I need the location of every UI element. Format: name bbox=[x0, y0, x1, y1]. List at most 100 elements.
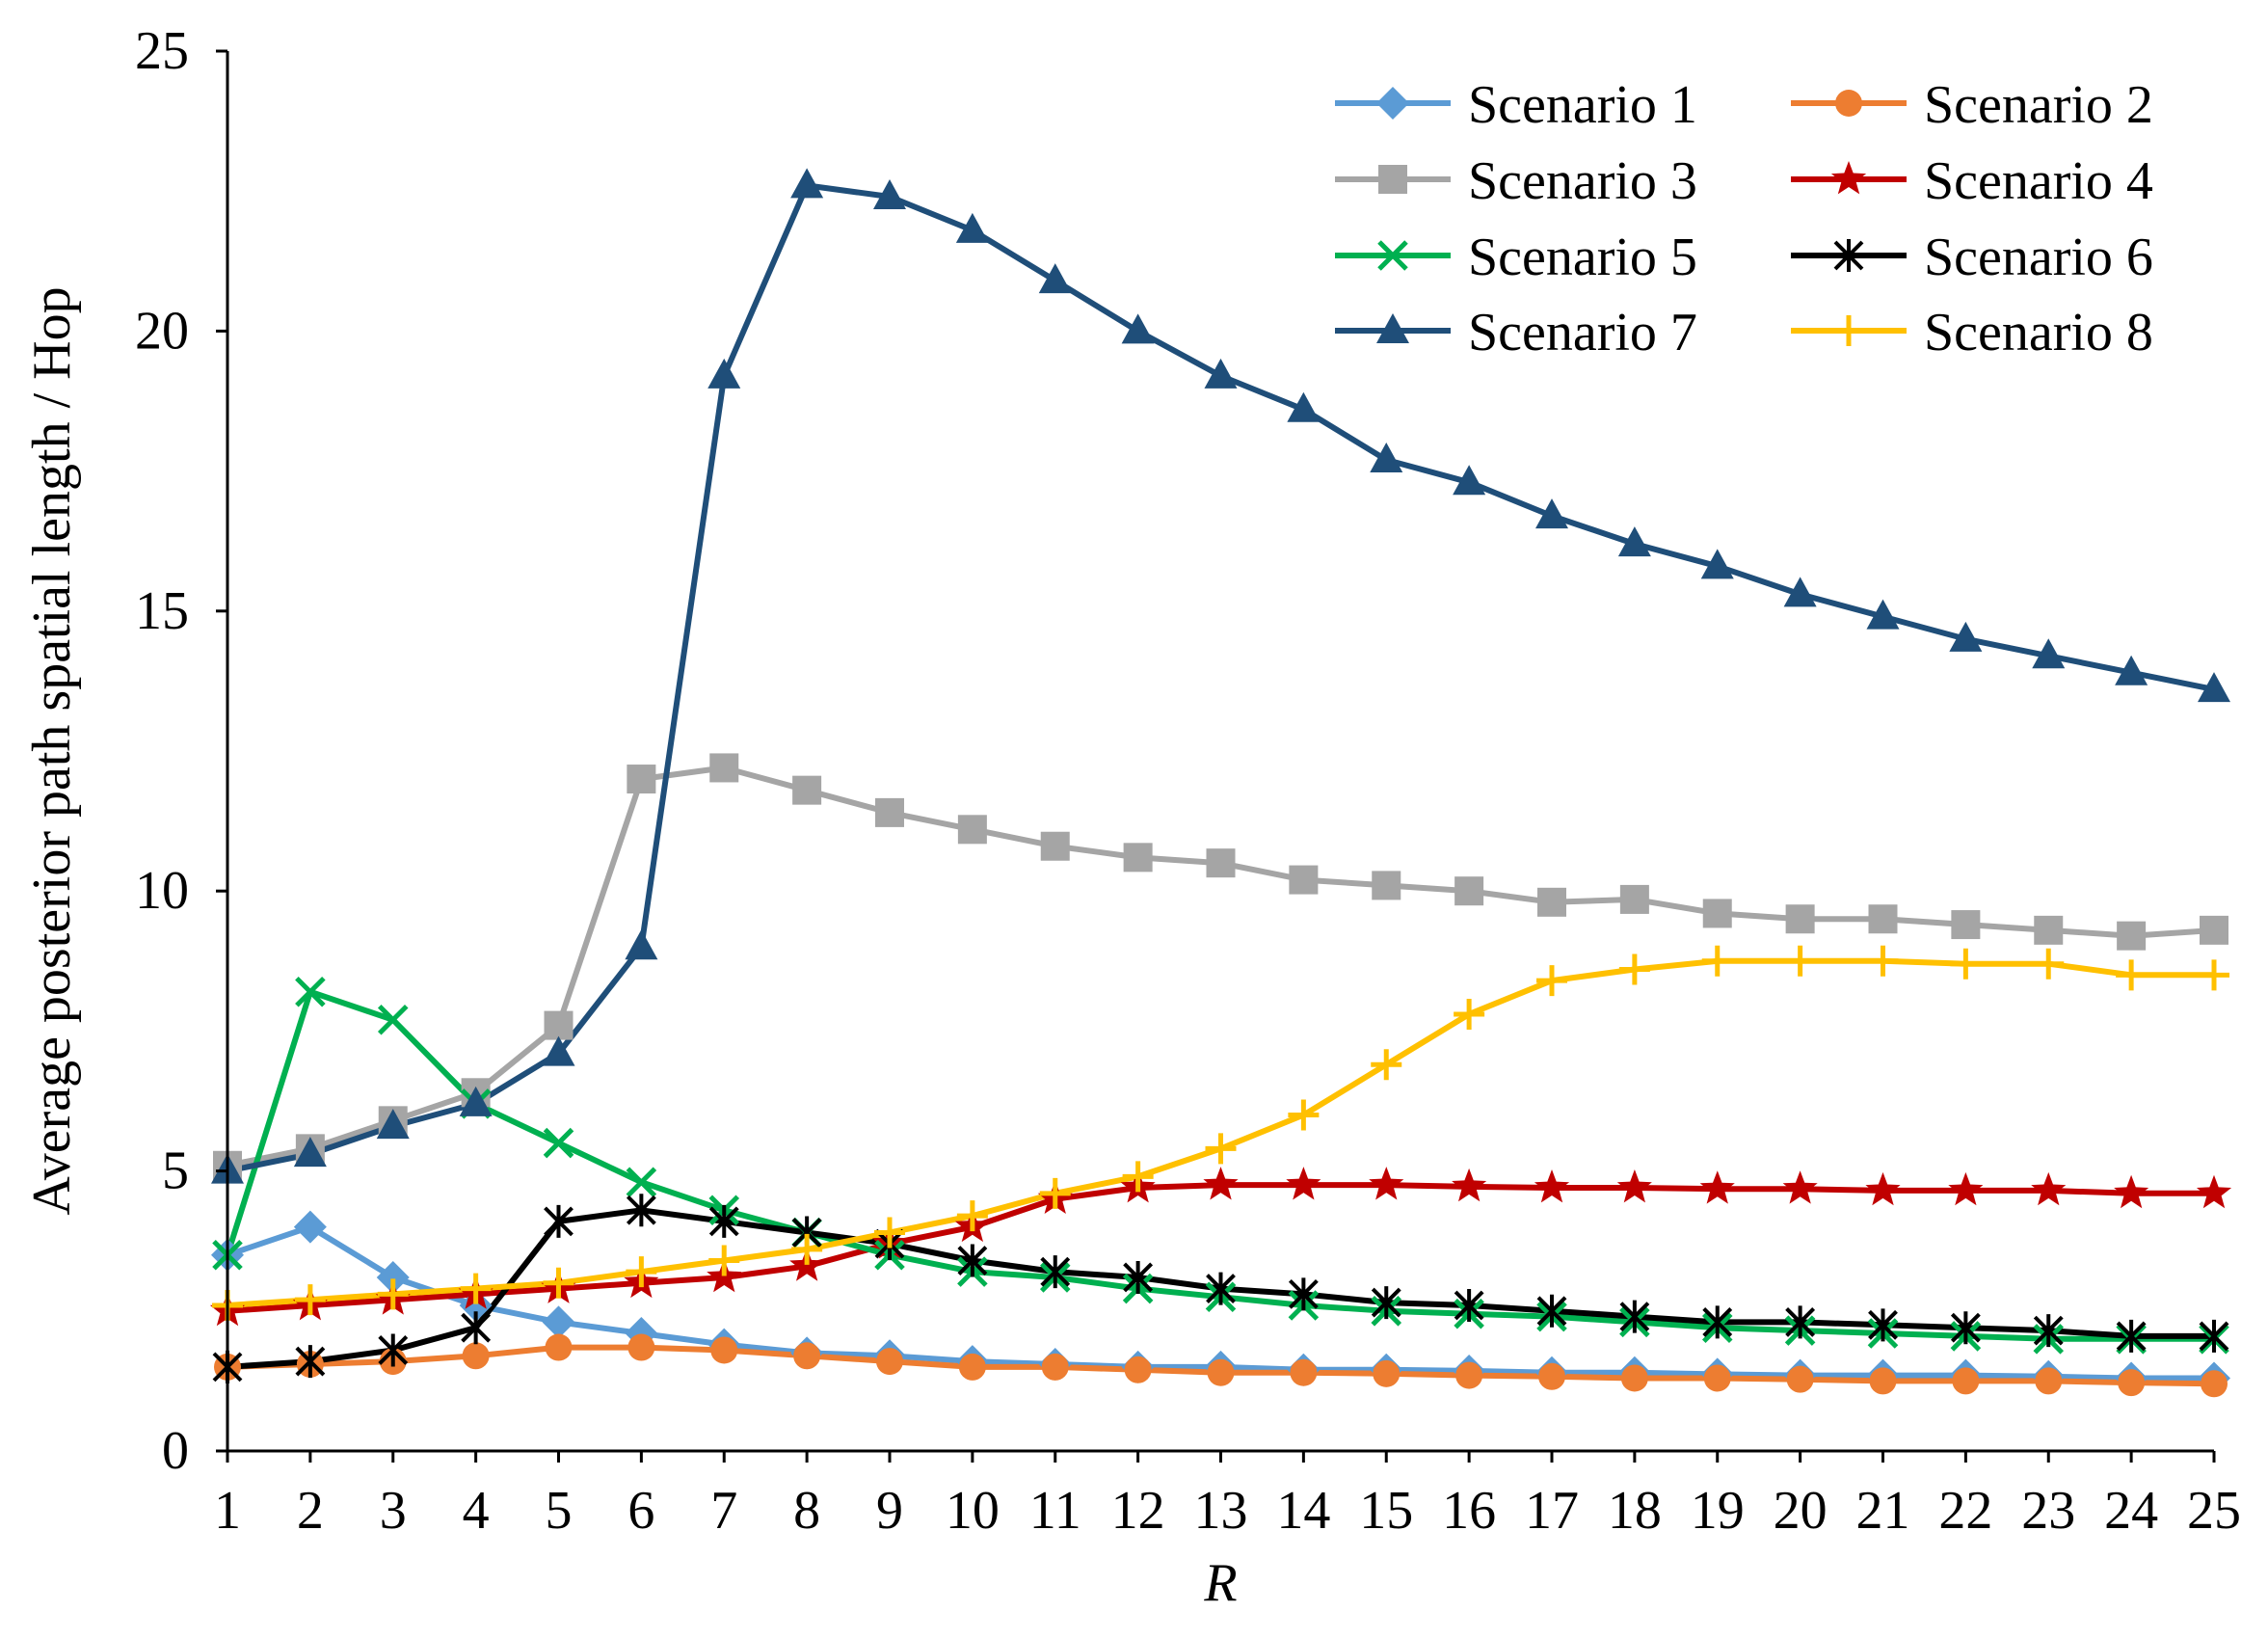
series-markers bbox=[209, 168, 2232, 1398]
scenario-3-point bbox=[875, 797, 904, 827]
scenario-6-point bbox=[1536, 1294, 1567, 1328]
scenario-6-point bbox=[1371, 1286, 1401, 1320]
scenario-7-point bbox=[1783, 577, 1817, 607]
scenario-4-point bbox=[2114, 1174, 2149, 1209]
scenario-8-point bbox=[956, 1200, 988, 1232]
scenario-4-point bbox=[2031, 1171, 2067, 1206]
scenario-7-point bbox=[1453, 465, 1486, 496]
scenario-8-point bbox=[1288, 1099, 1320, 1131]
x-tick-label: 23 bbox=[2021, 1481, 2075, 1541]
scenario-2-point bbox=[1952, 1367, 1980, 1395]
scenario-7-point bbox=[1204, 358, 1238, 389]
scenario-2-point bbox=[1207, 1358, 1235, 1386]
scenario-2-point bbox=[627, 1333, 655, 1361]
scenario-7-point bbox=[707, 358, 741, 389]
scenario-6-point bbox=[1785, 1305, 1816, 1339]
scenario-1-point bbox=[293, 1210, 327, 1244]
scenario-6-point bbox=[1619, 1300, 1650, 1333]
scenario-7-point bbox=[2198, 672, 2230, 703]
scenario-6-point bbox=[1206, 1272, 1236, 1305]
scenario-7-point bbox=[376, 1109, 410, 1140]
scenario-3-point bbox=[2034, 915, 2064, 945]
scenario-4-point bbox=[1699, 1170, 1735, 1204]
scenario-5-point bbox=[543, 1127, 574, 1159]
x-tick-label: 20 bbox=[1774, 1481, 1828, 1541]
scenario-4-legend-marker bbox=[1830, 161, 1867, 195]
scenario-6-point bbox=[1868, 1308, 1898, 1342]
scenario-8-point bbox=[1784, 945, 1816, 977]
scenario-6-point bbox=[295, 1345, 326, 1379]
scenario-7-point bbox=[1949, 621, 1983, 652]
scenario-8-point bbox=[1454, 998, 1485, 1030]
scenario-3-point bbox=[1289, 865, 1319, 895]
scenario-5-point bbox=[295, 976, 326, 1007]
scenario-2-point bbox=[1373, 1359, 1401, 1387]
scenario-7-point bbox=[1700, 549, 1734, 579]
x-tick-label: 3 bbox=[380, 1481, 407, 1541]
scenario-8-legend-label: Scenario 8 bbox=[1924, 303, 2153, 363]
scenario-6-legend-label: Scenario 6 bbox=[1924, 228, 2153, 287]
x-tick-label: 2 bbox=[297, 1481, 324, 1541]
scenario-5-point bbox=[377, 1005, 409, 1035]
scenario-6-point bbox=[378, 1333, 409, 1367]
scenario-2-point bbox=[1786, 1365, 1814, 1393]
scenario-3-point bbox=[1702, 899, 1732, 928]
scenario-4-point bbox=[1616, 1169, 1652, 1203]
scenario-2-point bbox=[2118, 1369, 2146, 1397]
scenario-8-point bbox=[377, 1278, 409, 1310]
scenario-7-point bbox=[2115, 655, 2148, 685]
scenario-6-point bbox=[1454, 1288, 1484, 1322]
scenario-2-point bbox=[1124, 1356, 1152, 1383]
scenario-6-point bbox=[2199, 1319, 2229, 1353]
x-tick-label: 22 bbox=[1938, 1481, 1992, 1541]
scenario-2-point bbox=[2201, 1370, 2228, 1398]
scenario-2-point bbox=[793, 1342, 821, 1370]
x-tick-label: 24 bbox=[2104, 1481, 2158, 1541]
scenario-7-point bbox=[625, 929, 658, 960]
x-tick-label: 25 bbox=[2187, 1481, 2241, 1541]
scenario-7-legend-marker bbox=[1376, 313, 1409, 343]
scenario-3-legend-marker bbox=[1378, 165, 1407, 194]
x-tick-label: 9 bbox=[876, 1481, 903, 1541]
scenario-4-point bbox=[1203, 1167, 1239, 1200]
x-tick-label: 16 bbox=[1442, 1481, 1496, 1541]
scenario-3-point bbox=[2200, 915, 2228, 945]
scenario-4-point bbox=[1948, 1171, 1984, 1206]
scenario-3-point bbox=[1951, 910, 1981, 940]
scenario-7-point bbox=[293, 1137, 327, 1168]
x-tick-label: 1 bbox=[214, 1481, 241, 1541]
scenario-7-point bbox=[1121, 313, 1155, 344]
scenario-4-point bbox=[1452, 1168, 1487, 1202]
scenario-4-point bbox=[1534, 1169, 1570, 1203]
x-tick-label: 13 bbox=[1194, 1481, 1248, 1541]
scenario-8-point bbox=[1536, 965, 1567, 997]
scenario-3-point bbox=[1868, 904, 1898, 934]
x-tick-label: 10 bbox=[946, 1481, 1000, 1541]
scenario-2-point bbox=[2035, 1367, 2063, 1395]
scenario-7-point bbox=[873, 179, 906, 210]
scenario-8-point bbox=[1867, 945, 1899, 977]
scenario-3-point bbox=[1619, 884, 1649, 914]
scenario-3-point bbox=[1040, 831, 1070, 861]
scenario-7-point bbox=[2032, 638, 2066, 669]
x-tick-label: 7 bbox=[710, 1481, 737, 1541]
scenario-3-legend-label: Scenario 3 bbox=[1468, 151, 1697, 211]
scenario-2-point bbox=[462, 1342, 490, 1370]
scenario-8-point bbox=[1039, 1177, 1071, 1209]
scenario-6-legend-marker bbox=[1833, 239, 1864, 272]
scenario-2-point bbox=[545, 1333, 573, 1361]
scenario-2-legend-marker bbox=[1835, 90, 1862, 117]
scenario-3-point bbox=[1785, 904, 1815, 934]
scenario-8-point bbox=[1950, 948, 1982, 980]
scenario-6-point bbox=[1288, 1277, 1319, 1311]
scenario-3-point bbox=[1123, 843, 1153, 873]
scenario-6-point bbox=[708, 1204, 739, 1238]
scenario-3-line bbox=[227, 765, 2215, 1168]
scenario-8-point bbox=[791, 1233, 823, 1265]
scenario-7-line bbox=[227, 182, 2215, 1174]
scenario-2-point bbox=[1538, 1362, 1565, 1390]
scenario-3-point bbox=[792, 775, 822, 805]
scenario-8-point bbox=[1371, 1049, 1402, 1081]
